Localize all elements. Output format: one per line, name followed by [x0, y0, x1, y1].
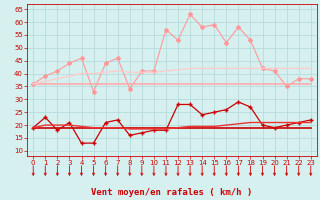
- Text: Vent moyen/en rafales ( km/h ): Vent moyen/en rafales ( km/h ): [92, 188, 252, 197]
